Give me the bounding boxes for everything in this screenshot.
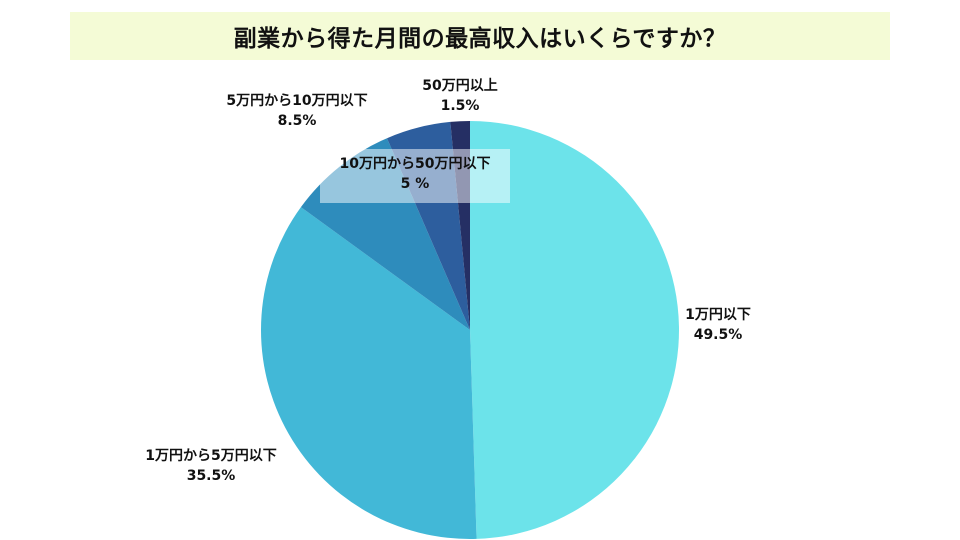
- slice-1man-ika-label: 1万円以下: [685, 307, 751, 323]
- slice-5man-10man-value: 8.5%: [278, 113, 317, 129]
- pie-labels: 1万円以下 49.5% 1万円から5万円以下 35.5% 5万円から10万円以下 8.5%…: [145, 78, 751, 484]
- slice-1man-5man: [260, 207, 477, 539]
- title-band: 副業から得た月間の最高収入はいくらですか？: [70, 12, 890, 60]
- label-highlight-box: [320, 149, 510, 203]
- pie-slices: [260, 121, 679, 539]
- chart-title: 副業から得た月間の最高収入はいくらですか？: [233, 26, 727, 52]
- slice-1man-5man-value: 35.5%: [187, 468, 236, 484]
- slice-10man-50man-value: 5 %: [401, 176, 430, 192]
- slice-1man-5man-label: 1万円から5万円以下: [145, 448, 276, 464]
- slice-5man-10man-label: 5万円から10万円以下: [226, 93, 367, 109]
- slice-1man-ika: [470, 121, 679, 539]
- slice-50man-ijo-value: 1.5%: [441, 98, 480, 114]
- slice-10man-50man-label: 10万円から50万円以下: [340, 156, 491, 172]
- slice-1man-ika-value: 49.5%: [694, 327, 743, 343]
- slice-50man-ijo-label: 50万円以上: [422, 78, 497, 94]
